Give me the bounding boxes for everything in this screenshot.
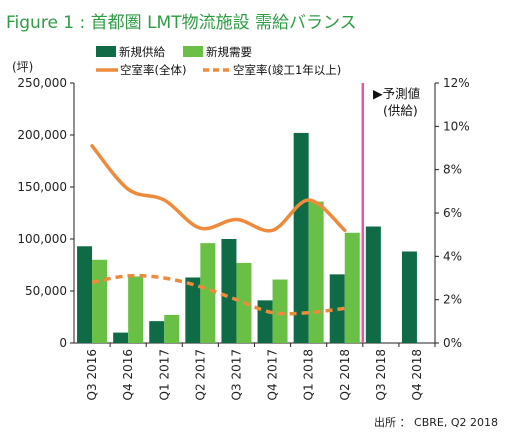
- x-axis-tick-label: Q4 2016: [121, 349, 135, 400]
- bar-new-demand: [92, 259, 108, 343]
- x-axis-tick-label: Q3 2017: [229, 349, 243, 400]
- x-axis-tick-label: Q3 2016: [85, 349, 99, 400]
- bar-new-supply: [329, 274, 345, 343]
- bar-new-supply: [77, 246, 93, 343]
- right-axis-tick-label: 8%: [443, 163, 462, 177]
- x-axis-tick-label: Q1 2018: [302, 349, 316, 400]
- bar-new-supply: [149, 321, 165, 343]
- bar-new-supply: [113, 332, 129, 343]
- left-axis-tick-label: 250,000: [17, 76, 67, 90]
- bar-new-supply: [257, 300, 273, 343]
- bar-new-supply: [221, 239, 237, 343]
- x-axis-tick-label: Q1 2017: [157, 349, 171, 400]
- bar-new-demand: [128, 276, 144, 343]
- bar-new-supply: [401, 251, 417, 343]
- left-axis-tick-label: 50,000: [25, 284, 67, 298]
- right-axis-tick-label: 0%: [443, 336, 462, 350]
- source-note: 出所 ： CBRE, Q2 2018: [374, 415, 498, 429]
- bar-new-demand: [164, 314, 180, 343]
- legend-swatch-new-demand: [183, 46, 203, 57]
- line-vacancy-existing: [91, 273, 345, 316]
- x-axis-tick-label: Q2 2018: [338, 349, 352, 400]
- legend-swatch-new-supply: [96, 46, 116, 57]
- forecast-annotation-line2: (供給): [383, 103, 418, 118]
- bar-new-demand: [344, 232, 360, 343]
- right-axis-tick-label: 2%: [443, 293, 462, 307]
- lines-group: [90, 144, 347, 316]
- x-axis-ticks: Q3 2016 Q4 2016 Q1 2017 Q2 2017 Q3 2017 Q4 20…: [85, 343, 436, 400]
- right-axis-ticks: 0% 2% 4% 6% 8% 10% 12%: [435, 76, 470, 350]
- bar-new-supply: [293, 132, 309, 343]
- bar-new-supply: [185, 277, 201, 343]
- legend-label-new-demand: 新規需要: [206, 45, 252, 59]
- right-axis-tick-label: 12%: [443, 76, 470, 90]
- bar-new-demand: [200, 243, 216, 343]
- legend-label-vacancy-existing: 空室率(竣工1年以上): [233, 63, 341, 77]
- chart-title: Figure 1 : 首都圏 LMT物流施設 需給バランス: [6, 13, 357, 33]
- right-axis-tick-label: 6%: [443, 206, 462, 220]
- right-axis-tick-label: 4%: [443, 249, 462, 263]
- left-axis-tick-label: 150,000: [17, 180, 67, 194]
- legend: 新規供給 新規需要 空室率(全体) 空室率(竣工1年以上): [96, 45, 341, 77]
- x-axis-tick-label: Q2 2017: [193, 349, 207, 400]
- left-axis-tick-label: 100,000: [17, 232, 67, 246]
- legend-label-vacancy-total: 空室率(全体): [120, 63, 186, 77]
- left-axis-tick-label: 200,000: [17, 128, 67, 142]
- bar-new-demand: [272, 279, 288, 343]
- left-axis-tick-label: 0: [59, 336, 67, 350]
- line-vacancy-total: [90, 144, 347, 233]
- x-axis-tick-label: Q3 2018: [374, 349, 388, 400]
- right-axis-tick-label: 10%: [443, 119, 470, 133]
- y-axis-unit-label: (坪): [12, 60, 33, 74]
- forecast-annotation-line1: ▶予測値: [373, 86, 420, 101]
- bar-new-supply: [365, 226, 381, 343]
- left-axis-ticks: 0 50,000 100,000 150,000 200,000 250,000: [17, 76, 74, 350]
- x-axis-tick-label: Q4 2018: [410, 349, 424, 400]
- bar-new-demand: [308, 201, 324, 343]
- x-axis-tick-label: Q4 2017: [266, 349, 280, 400]
- legend-label-new-supply: 新規供給: [119, 45, 165, 59]
